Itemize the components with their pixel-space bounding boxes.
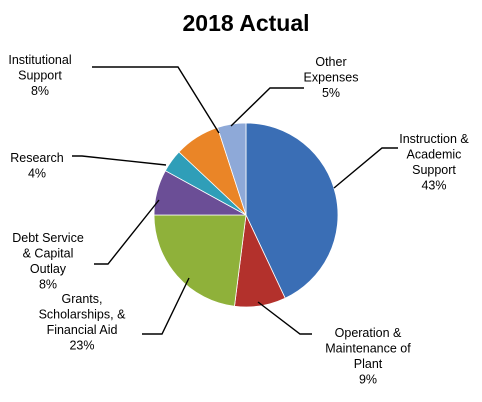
- slice-label-line: 9%: [359, 373, 377, 387]
- slice-label-line: Grants,: [62, 292, 103, 306]
- leader-lines: [72, 66, 398, 335]
- slice-label-1: Operation & Maintenance of Plant 9%: [325, 326, 411, 387]
- slice-label-line: 23%: [69, 339, 94, 353]
- leader-line-6: [230, 87, 304, 127]
- pie-slices: [153, 122, 339, 308]
- chart-title: 2018 Actual: [183, 10, 310, 36]
- slice-label-line: Expenses: [304, 71, 359, 85]
- slice-label-line: Maintenance of: [325, 342, 411, 356]
- slice-label-0: Instruction & Academic Support 43%: [399, 132, 469, 193]
- slice-label-line: Scholarships, &: [39, 308, 127, 322]
- slice-label-line: Outlay: [30, 262, 67, 276]
- slice-label-line: & Capital: [23, 247, 74, 261]
- slice-label-line: 43%: [421, 179, 446, 193]
- leader-line-2: [142, 277, 190, 335]
- slice-label-line: Instruction &: [399, 132, 469, 146]
- slice-label-line: Debt Service: [12, 231, 84, 245]
- slice-label-line: 5%: [322, 86, 340, 100]
- pie-slice-0: [245, 122, 339, 299]
- slice-label-line: 8%: [39, 278, 57, 292]
- slice-label-line: Financial Aid: [47, 323, 118, 337]
- slice-label-line: Institutional: [8, 53, 71, 67]
- slice-label-line: Research: [10, 151, 64, 165]
- slice-label-line: 4%: [28, 167, 46, 181]
- slice-label-4: Research 4%: [10, 151, 64, 181]
- slice-label-line: Plant: [354, 357, 383, 371]
- slice-label-3: Debt Service & Capital Outlay 8%: [12, 231, 84, 292]
- pie-slice-6: [217, 122, 247, 216]
- leader-line-1: [257, 301, 312, 335]
- slice-labels: Instruction & Academic Support 43%Operation…: [8, 53, 469, 387]
- leader-line-3: [94, 199, 160, 265]
- slice-label-line: Operation &: [335, 326, 402, 340]
- slice-label-line: 8%: [31, 84, 49, 98]
- pie-slice-2: [153, 214, 247, 307]
- slice-label-line: Support: [412, 163, 456, 177]
- slice-label-5: Institutional Support 8%: [8, 53, 71, 98]
- leader-line-0: [333, 147, 398, 189]
- leader-line-5: [92, 66, 220, 134]
- slice-label-line: Academic: [407, 148, 462, 162]
- slice-label-2: Grants, Scholarships, & Financial Aid 23%: [39, 292, 127, 353]
- slice-label-line: Support: [18, 69, 62, 83]
- leader-line-4: [72, 155, 167, 166]
- slice-label-6: Other Expenses 5%: [304, 55, 359, 100]
- slice-label-line: Other: [315, 55, 346, 69]
